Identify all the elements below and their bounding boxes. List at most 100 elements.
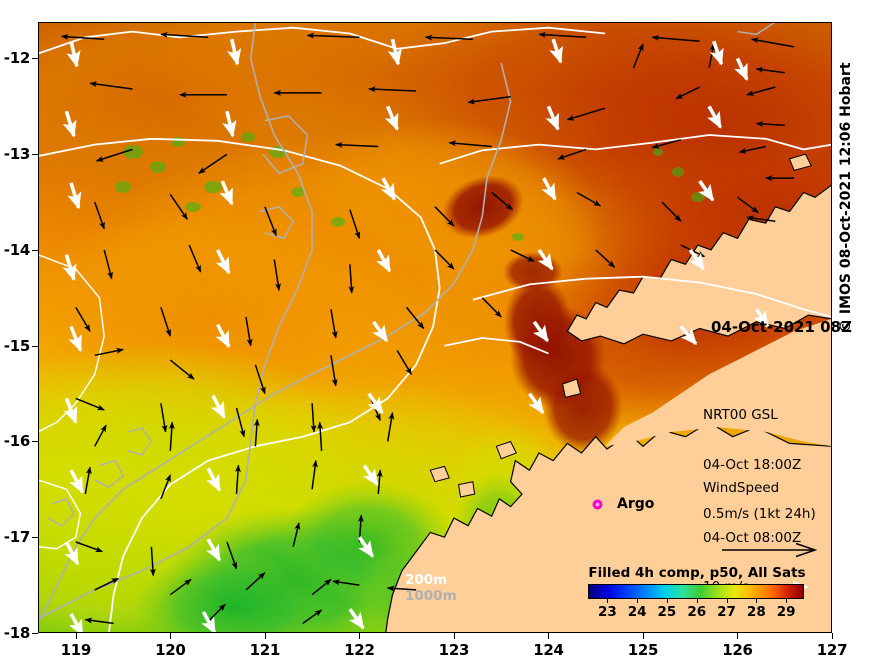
contour-200m-shelf	[444, 337, 549, 355]
current-arrow	[675, 86, 701, 100]
current-arrow	[160, 403, 168, 433]
wind-arrow	[706, 105, 723, 129]
colorbar: Filled 4h comp, p50, All Sats 23 24 25 26 27…	[586, 565, 808, 627]
current-arrow	[576, 191, 602, 207]
wind-arrow	[206, 467, 222, 492]
x-tick-label: 124	[533, 641, 564, 659]
colorbar-tick	[756, 599, 758, 603]
current-arrow	[160, 307, 172, 337]
wind-arrow	[67, 182, 82, 210]
current-arrow	[253, 418, 260, 447]
cloud-edge-speckle	[691, 192, 705, 202]
current-arrow	[273, 259, 281, 291]
cloud-edge-speckle	[241, 132, 255, 142]
current-arrow	[755, 120, 785, 127]
current-arrow	[467, 95, 511, 105]
colorbar-tick-label: 26	[687, 604, 707, 620]
current-arrow	[198, 153, 228, 174]
land-se-block	[605, 318, 832, 447]
wind-speed-arrows	[62, 38, 770, 633]
x-tick	[737, 633, 739, 639]
wind-arrow	[62, 110, 77, 138]
current-arrow	[332, 579, 360, 586]
colorbar-tick-label: 25	[657, 604, 677, 620]
y-tick	[32, 154, 38, 156]
x-tick	[832, 633, 833, 639]
date-stamp: 04-Oct-2021 08Z	[711, 318, 852, 336]
current-arrow	[84, 466, 92, 495]
wind-arrow	[222, 110, 237, 138]
wind-arrow	[227, 38, 242, 66]
wind-arrow	[206, 538, 222, 562]
current-arrow	[292, 522, 301, 547]
current-arrow	[60, 33, 105, 40]
x-tick-label: 119	[60, 641, 92, 659]
colorbar-tick-label: 23	[597, 604, 617, 620]
wind-arrow	[549, 38, 564, 64]
wind-arrow	[541, 177, 557, 201]
x-tick-label: 122	[344, 641, 375, 659]
current-arrow	[557, 148, 587, 160]
colorbar-tick	[726, 599, 728, 603]
x-tick-label: 127	[816, 641, 848, 659]
contour-1000m-mid	[38, 63, 512, 624]
current-arrow	[651, 139, 681, 149]
y-tick-label: -15	[3, 336, 31, 355]
current-arrow	[302, 609, 323, 625]
wind-arrow	[709, 40, 724, 66]
wind-arrow	[688, 248, 705, 271]
current-arrow	[746, 86, 776, 96]
gsl-line-2: 04-Oct 18:00Z	[703, 456, 802, 473]
land-mainland-kimberley	[385, 421, 832, 633]
land-island	[788, 153, 812, 172]
cloud-edge-speckle	[331, 217, 345, 227]
current-arrow	[311, 459, 318, 490]
contour-200m-north	[38, 26, 606, 55]
wind-arrow	[384, 105, 399, 131]
copyright-credit: © IMOS 08-Oct-2021 12:06 Hobart	[838, 62, 854, 333]
wind-arrow	[68, 325, 83, 353]
land-island	[562, 378, 582, 399]
y-tick	[32, 633, 38, 634]
wind-arrow	[357, 536, 375, 558]
current-arrow	[434, 206, 455, 227]
gsl-line-3: 0.5m/s (1kt 24h)	[703, 506, 816, 522]
wind-arrow	[210, 394, 226, 419]
cloud-edge-speckle	[171, 137, 185, 147]
colorbar-tick	[666, 599, 668, 603]
x-tick	[548, 633, 550, 639]
current-arrow	[168, 421, 175, 452]
wind-arrow	[387, 38, 402, 66]
contour-200m-westloop	[38, 253, 105, 433]
x-tick-label: 120	[155, 641, 186, 659]
wind-arrow	[215, 323, 231, 349]
wind-arrow	[532, 320, 549, 343]
cloud-edge-speckle	[123, 145, 143, 159]
wind-arrow	[537, 248, 554, 271]
current-arrow	[317, 421, 324, 452]
contour-1000m-eddy2	[94, 459, 124, 489]
x-tick	[170, 633, 172, 639]
contour-1000m-loop1	[262, 115, 309, 175]
current-arrow	[491, 191, 514, 211]
map-plot-area[interactable]	[38, 22, 832, 633]
colorbar-tick	[607, 599, 609, 603]
cloud-edge-speckle	[185, 202, 201, 212]
current-arrow	[737, 196, 759, 214]
current-arrow	[595, 249, 616, 268]
colorbar-tick-label: 28	[746, 604, 766, 620]
wind-arrow	[64, 541, 80, 566]
current-arrow	[310, 403, 317, 433]
wind-line-2: 04-Oct 08:00Z	[703, 529, 802, 546]
colorbar-tick	[637, 599, 639, 603]
current-arrow	[95, 148, 133, 162]
current-arrow	[406, 306, 425, 330]
current-arrow	[330, 309, 338, 339]
gsl-scale-arrow-icon	[722, 542, 818, 558]
argo-label: Argo	[617, 496, 655, 512]
current-arrow	[434, 249, 455, 270]
current-arrow	[169, 359, 195, 380]
argo-float-marker[interactable]	[592, 499, 603, 510]
current-arrow	[510, 249, 535, 263]
current-arrow	[566, 107, 606, 121]
